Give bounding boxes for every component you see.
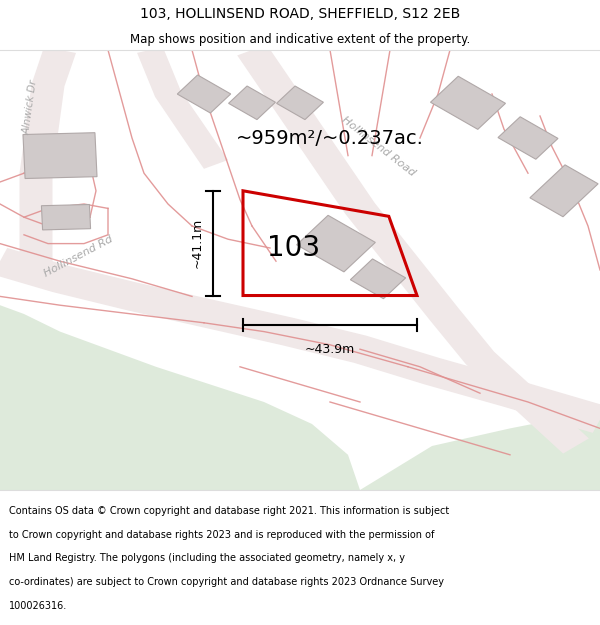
Polygon shape	[498, 117, 558, 159]
Polygon shape	[431, 76, 505, 129]
Polygon shape	[177, 75, 231, 113]
Polygon shape	[41, 204, 91, 230]
Polygon shape	[229, 86, 275, 119]
Text: Alnwick Dr: Alnwick Dr	[21, 79, 39, 135]
Polygon shape	[296, 216, 376, 272]
Text: 103, HOLLINSEND ROAD, SHEFFIELD, S12 2EB: 103, HOLLINSEND ROAD, SHEFFIELD, S12 2EB	[140, 7, 460, 21]
Text: HM Land Registry. The polygons (including the associated geometry, namely x, y: HM Land Registry. The polygons (includin…	[9, 554, 405, 564]
Polygon shape	[23, 132, 97, 179]
Polygon shape	[0, 248, 600, 433]
Text: ~959m²/~0.237ac.: ~959m²/~0.237ac.	[236, 129, 424, 148]
Text: ~43.9m: ~43.9m	[305, 342, 355, 356]
Text: Contains OS data © Crown copyright and database right 2021. This information is : Contains OS data © Crown copyright and d…	[9, 506, 449, 516]
Text: 103: 103	[268, 234, 320, 262]
Polygon shape	[360, 411, 600, 490]
Text: to Crown copyright and database rights 2023 and is reproduced with the permissio: to Crown copyright and database rights 2…	[9, 530, 434, 540]
Text: co-ordinates) are subject to Crown copyright and database rights 2023 Ordnance S: co-ordinates) are subject to Crown copyr…	[9, 577, 444, 587]
Text: Hollinsend Rd: Hollinsend Rd	[42, 234, 114, 279]
Text: Map shows position and indicative extent of the property.: Map shows position and indicative extent…	[130, 32, 470, 46]
Polygon shape	[530, 165, 598, 217]
Polygon shape	[350, 259, 406, 299]
Text: ~41.1m: ~41.1m	[191, 218, 204, 268]
Text: Hollinsend Road: Hollinsend Road	[340, 115, 416, 179]
Polygon shape	[137, 47, 228, 169]
Text: 100026316.: 100026316.	[9, 601, 67, 611]
Polygon shape	[277, 86, 323, 119]
Polygon shape	[237, 44, 589, 454]
Polygon shape	[19, 47, 76, 270]
Polygon shape	[0, 305, 360, 490]
